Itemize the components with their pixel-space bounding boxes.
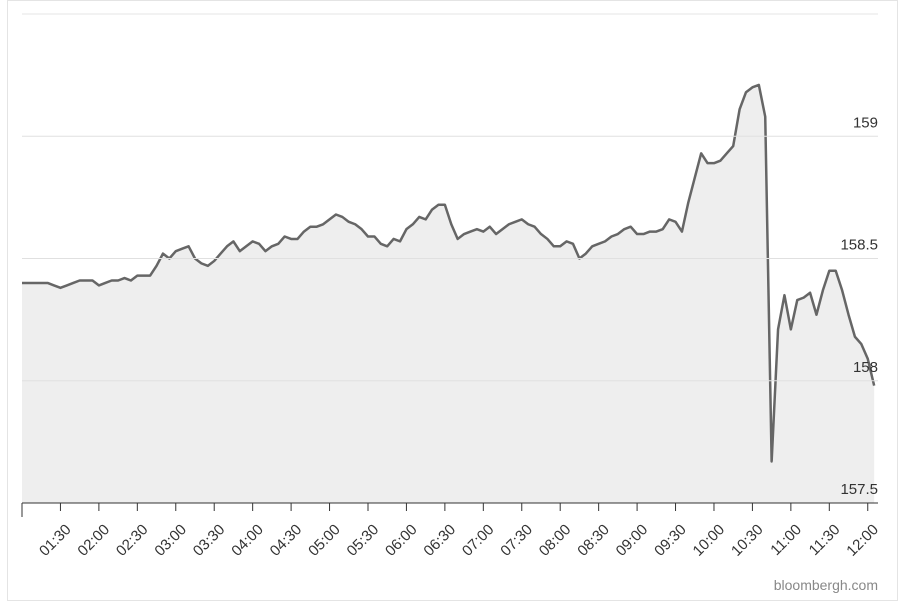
x-tick-label: 08:00 [536, 521, 575, 560]
x-tick-label: 06:00 [382, 521, 421, 560]
x-tick-label: 09:00 [613, 521, 652, 560]
x-tick-label: 10:30 [728, 521, 767, 560]
y-tick-label: 159 [853, 114, 878, 131]
x-tick-label: 05:30 [344, 521, 383, 560]
x-tick-label: 03:00 [151, 521, 190, 560]
x-tick-label: 06:30 [420, 521, 459, 560]
area-fill [22, 84, 875, 504]
x-tick-label: 10:00 [690, 521, 729, 560]
x-tick-label: 12:00 [843, 521, 882, 560]
source: bloombergh.com [774, 577, 878, 593]
y-tick-label: 157.5 [840, 481, 878, 498]
y-tick-label: 158.5 [840, 237, 878, 254]
x-tick-label: 04:30 [267, 521, 306, 560]
x-tick-label: 04:00 [228, 521, 267, 560]
y-tick-label: 158 [853, 359, 878, 376]
x-tick-label: 07:30 [497, 521, 536, 560]
price-line [22, 83, 876, 463]
x-tick-label: 07:00 [459, 521, 498, 560]
x-tick-label: 09:30 [651, 521, 690, 560]
x-tick-label: 03:30 [190, 521, 229, 560]
x-tick-label: 02:00 [75, 521, 114, 560]
x-tick-label: 08:30 [574, 521, 613, 560]
frame [7, 0, 898, 601]
x-tick-label: 11:30 [806, 521, 844, 559]
x-tick-label: 01:30 [36, 521, 75, 560]
x-tick-label: 11:00 [767, 521, 805, 559]
x-tick-label: 02:30 [113, 521, 152, 560]
x-tick-label: 05:00 [305, 521, 344, 560]
